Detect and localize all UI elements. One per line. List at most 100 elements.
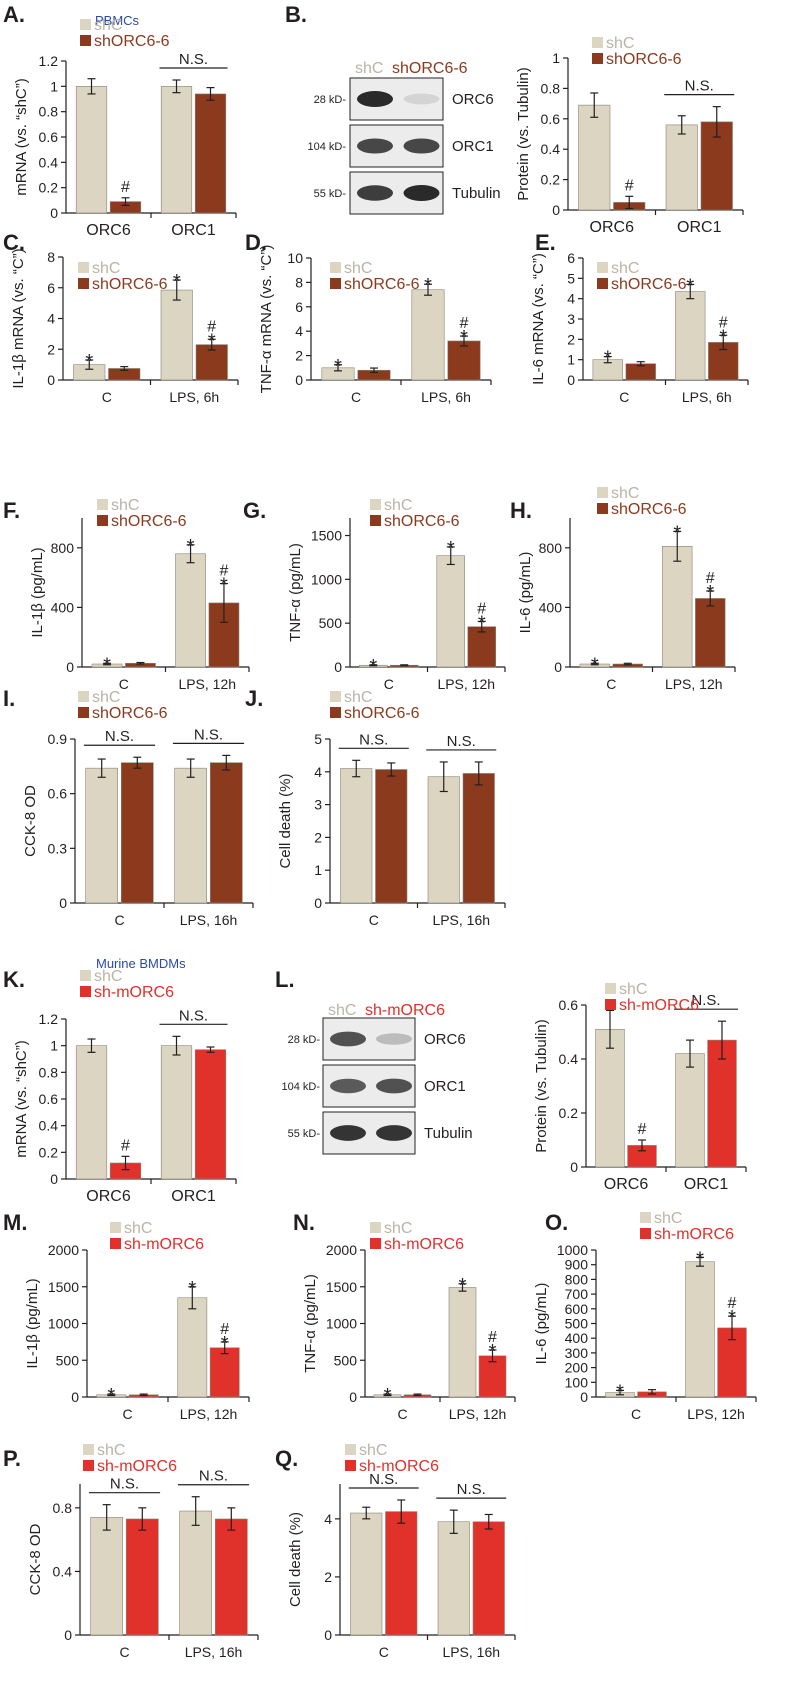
y-tick-label: 0 — [64, 1627, 72, 1643]
y-tick-label: 600 — [565, 1301, 589, 1317]
legend-swatch-shc — [330, 691, 341, 702]
significance-star: * — [103, 654, 111, 676]
bar-shc — [437, 556, 465, 667]
legend-label-knockdown: sh-mORC6 — [384, 1236, 464, 1253]
x-category-label: ORC1 — [171, 1188, 216, 1205]
legend-label-knockdown: shORC6-6 — [611, 276, 687, 293]
blot-kd-marker: 55 kD- — [288, 1128, 321, 1140]
blot-protein-label: ORC1 — [424, 1078, 466, 1095]
legend-swatch-knockdown — [345, 1460, 356, 1471]
bar-shc — [675, 292, 705, 380]
panel-label-h: H. — [510, 498, 532, 523]
legend-swatch-shc — [597, 262, 608, 273]
legend-label-shc: shC — [654, 1210, 682, 1227]
ns-label: N.S. — [110, 1476, 139, 1493]
y-axis-label: IL-1β (pg/mL) — [29, 547, 46, 637]
y-tick-label: 500 — [565, 1316, 589, 1332]
y-tick-label: 5 — [314, 731, 322, 747]
bar-shc — [579, 105, 611, 210]
legend-label-knockdown: shORC6-6 — [344, 705, 420, 722]
y-tick-label: 300 — [565, 1345, 589, 1361]
legend-label-knockdown: shORC6-6 — [92, 276, 168, 293]
charts-layer: A.00.20.40.60.811.2mRNA (vs. “shC”)ORC6#… — [3, 2, 756, 1660]
bar-sh-morc6 — [473, 1522, 505, 1635]
significance-star: * — [686, 275, 694, 297]
y-tick-label: 0.4 — [559, 1051, 579, 1067]
significance-star: * — [424, 275, 432, 297]
y-axis-label: mRNA (vs. “shC”) — [13, 78, 30, 196]
legend-swatch-knockdown — [97, 515, 108, 526]
significance-hash: # — [488, 1329, 497, 1346]
legend-swatch-knockdown — [78, 278, 89, 289]
significance-hash: # — [220, 1321, 229, 1338]
bar-sh-morc6 — [195, 1050, 226, 1179]
y-tick-label: 1500 — [311, 528, 342, 544]
y-axis-label: IL-1β (pg/mL) — [24, 1278, 41, 1368]
y-tick-label: 0.2 — [39, 1144, 59, 1160]
blot-band — [376, 1125, 412, 1141]
figure: PBMCs Murine BMDMs A.00.20.40.60.811.2mR… — [0, 0, 787, 1687]
y-tick-label: 0 — [47, 372, 55, 388]
legend-label-knockdown: shORC6-6 — [384, 513, 460, 530]
bar-shc — [180, 1511, 212, 1635]
y-tick-label: 2 — [314, 829, 322, 845]
x-category-label: C — [114, 912, 124, 928]
bar-shorc6-6 — [210, 763, 242, 903]
legend-label-knockdown: shORC6-6 — [606, 51, 682, 68]
bar-shc — [86, 768, 118, 903]
y-axis-label: IL-6 mRNA (vs. “C”) — [530, 253, 547, 385]
blot-protein-label: Tubulin — [424, 1125, 473, 1142]
x-category-label: C — [606, 676, 616, 692]
bar-shc — [176, 554, 206, 667]
ns-label: N.S. — [194, 726, 223, 743]
significance-hash: # — [706, 570, 715, 587]
blot-band — [404, 138, 440, 153]
bar-shc — [76, 1046, 107, 1179]
blot-band — [357, 138, 393, 153]
chart-b: 00.20.40.60.81Protein (vs. Tubulin)ORC6#… — [515, 35, 743, 236]
ns-label: N.S. — [359, 731, 388, 748]
legend-label-shc: shC — [384, 497, 412, 514]
y-tick-label: 0 — [59, 895, 67, 911]
bar-sh-morc6 — [126, 1519, 158, 1635]
significance-hash: # — [728, 1295, 737, 1312]
legend-label-knockdown: shORC6-6 — [111, 513, 187, 530]
y-tick-label: 1 — [552, 50, 560, 66]
blot-kd-marker: 104 kD- — [281, 1081, 320, 1093]
significance-star: * — [604, 348, 612, 370]
legend-label-shc: shC — [92, 689, 120, 706]
bar-shorc6-6 — [695, 598, 725, 667]
y-tick-label: 0.2 — [559, 1105, 579, 1121]
x-category-label: C — [384, 676, 394, 692]
bar-shorc6-6 — [376, 770, 408, 903]
panel-label-i: I. — [3, 686, 15, 711]
y-tick-label: 3 — [314, 797, 322, 813]
blot-b: B. shC shORC6-6 28 kD- ORC6 104 kD- ORC1 55 kD-… — [285, 2, 501, 214]
chart-i: I.00.30.60.9CCK-8 ODCN.S.LPS, 16hN.S.shC… — [3, 686, 253, 928]
x-category-label: LPS, 12h — [449, 1406, 507, 1422]
legend-swatch-shc — [80, 19, 91, 30]
bar-shc — [91, 1517, 123, 1635]
panel-label-j: J. — [245, 686, 263, 711]
legend-swatch-shc — [592, 37, 603, 48]
legend-label-shc: shC — [619, 981, 647, 998]
bar-shc — [341, 769, 373, 903]
y-axis-label: IL-6 (pg/mL) — [533, 1283, 550, 1365]
legend-label-shc: shC — [344, 689, 372, 706]
panel-label-p: P. — [3, 1446, 21, 1471]
lane-header-shc: shC — [355, 60, 383, 77]
bar-sh-morc6 — [215, 1519, 247, 1635]
y-tick-label: 1000 — [557, 1242, 588, 1258]
y-tick-label: 1 — [50, 78, 58, 94]
chart-a: A.00.20.40.60.811.2mRNA (vs. “shC”)ORC6#… — [3, 2, 236, 239]
significance-star: * — [591, 654, 599, 676]
significance-star: * — [384, 1385, 392, 1407]
significance-hash: # — [719, 314, 728, 331]
y-tick-label: 0.6 — [39, 129, 59, 145]
legend-swatch-knockdown — [83, 1460, 94, 1471]
legend-swatch-shc — [110, 1222, 121, 1233]
legend-swatch-shc — [80, 970, 91, 981]
y-tick-label: 2 — [47, 341, 55, 357]
